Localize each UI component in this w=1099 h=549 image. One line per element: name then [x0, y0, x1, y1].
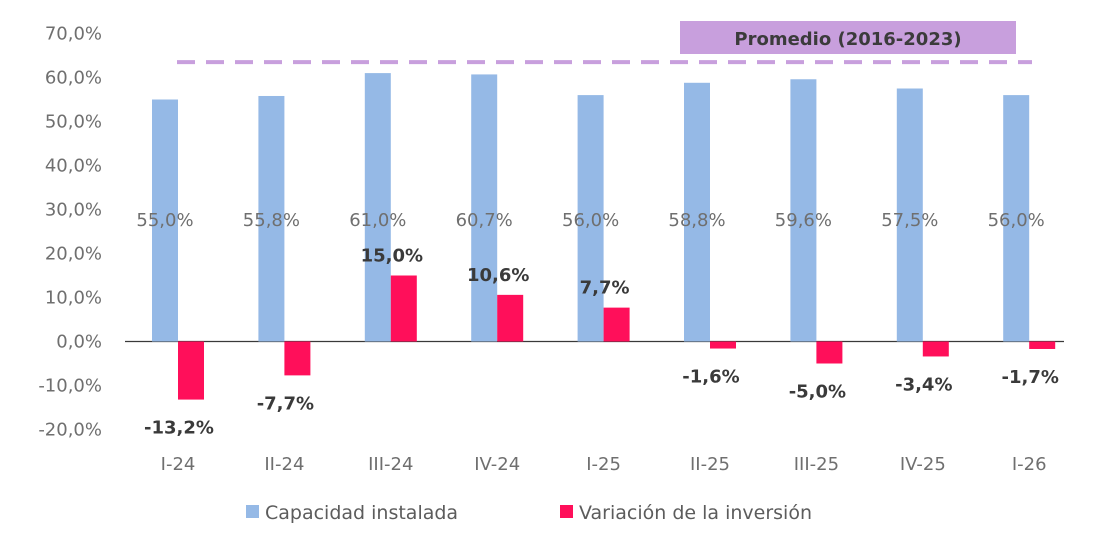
data-label-variacion: -7,7% [257, 393, 314, 414]
data-label-variacion: -1,6% [682, 367, 739, 388]
bar-capacidad [790, 79, 817, 342]
bar-variacion [178, 341, 204, 400]
x-tick-label: IV-24 [474, 454, 520, 475]
data-label-capacidad: 57,5% [881, 210, 938, 231]
x-tick-label: I-24 [161, 454, 196, 475]
y-tick-label: 70,0% [45, 24, 102, 45]
data-label-capacidad: 56,0% [562, 210, 619, 231]
y-tick-label: 40,0% [45, 156, 102, 177]
bar-variacion [710, 341, 736, 349]
data-label-variacion: 7,7% [580, 278, 630, 299]
data-label-variacion: -13,2% [144, 418, 214, 439]
legend-swatch-capacidad [246, 505, 259, 518]
reference-annotation: Promedio (2016-2023) [680, 21, 1016, 54]
x-tick-label: III-24 [368, 454, 413, 475]
bar-variacion [603, 307, 630, 342]
legend-label-variacion: Variación de la inversión [579, 502, 812, 524]
legend-swatch-variacion [560, 505, 573, 518]
bar-capacidad [684, 82, 710, 342]
x-tick-label: I-25 [586, 454, 621, 475]
data-label-variacion: -1,7% [1001, 367, 1058, 388]
x-axis: I-24 II-24 III-24 IV-24 I-25 II-25 III-25 IV-25… [161, 454, 1047, 475]
data-label-variacion: -3,4% [895, 374, 952, 395]
legend: Capacidad instalada Variación de la inve… [246, 502, 812, 524]
bar-capacidad [364, 73, 391, 342]
bar-capacidad [577, 95, 604, 342]
reference-annotation-label: Promedio (2016-2023) [734, 29, 961, 50]
bar-variacion [284, 341, 311, 376]
y-axis: -20,0% -10,0% 0,0% 10,0% 20,0% 30,0% 40,0% 50,0… [38, 24, 102, 441]
x-tick-label: I-26 [1012, 454, 1047, 475]
y-tick-label: 0,0% [56, 332, 102, 353]
y-tick-label: -10,0% [38, 376, 102, 397]
data-label-variacion: 15,0% [361, 246, 423, 267]
data-label-capacidad: 59,6% [775, 210, 832, 231]
data-label-capacidad: 61,0% [349, 210, 406, 231]
data-labels-variacion: -13,2% -7,7% 15,0% 10,6% 7,7% -1,6% -5,0% -3,4%… [144, 246, 1059, 439]
data-label-variacion: 10,6% [467, 265, 529, 286]
legend-label-capacidad: Capacidad instalada [265, 502, 458, 524]
data-label-capacidad: 56,0% [988, 210, 1045, 231]
y-tick-label: 10,0% [45, 288, 102, 309]
x-tick-label: II-24 [264, 454, 304, 475]
bar-variacion [497, 294, 524, 342]
data-label-capacidad: 60,7% [456, 210, 513, 231]
y-tick-label: 30,0% [45, 200, 102, 221]
data-label-capacidad: 58,8% [668, 210, 725, 231]
data-label-variacion: -5,0% [789, 382, 846, 403]
bar-variacion [816, 341, 843, 364]
series-capacidad-instalada [152, 73, 1030, 342]
series-variacion-inversion [178, 275, 1056, 400]
bar-capacidad [258, 95, 285, 342]
x-tick-label: III-25 [794, 454, 839, 475]
bar-capacidad [896, 88, 923, 342]
reference-annotation-box [680, 21, 1016, 54]
y-tick-label: 20,0% [45, 244, 102, 265]
x-tick-label: IV-25 [900, 454, 946, 475]
y-tick-label: 50,0% [45, 112, 102, 133]
y-tick-label: -20,0% [38, 420, 102, 441]
data-label-capacidad: 55,8% [243, 210, 300, 231]
bar-variacion [390, 275, 417, 342]
bar-capacidad [152, 99, 178, 342]
x-tick-label: II-25 [690, 454, 730, 475]
data-label-capacidad: 55,0% [136, 210, 193, 231]
y-tick-label: 60,0% [45, 68, 102, 89]
bar-variacion [922, 341, 949, 357]
bar-capacidad [471, 74, 498, 342]
bar-capacidad [1003, 95, 1030, 342]
data-labels-capacidad: 55,0% 55,8% 61,0% 60,7% 56,0% 58,8% 59,6% 57,5%… [136, 210, 1044, 231]
bar-variacion [1029, 341, 1056, 349]
